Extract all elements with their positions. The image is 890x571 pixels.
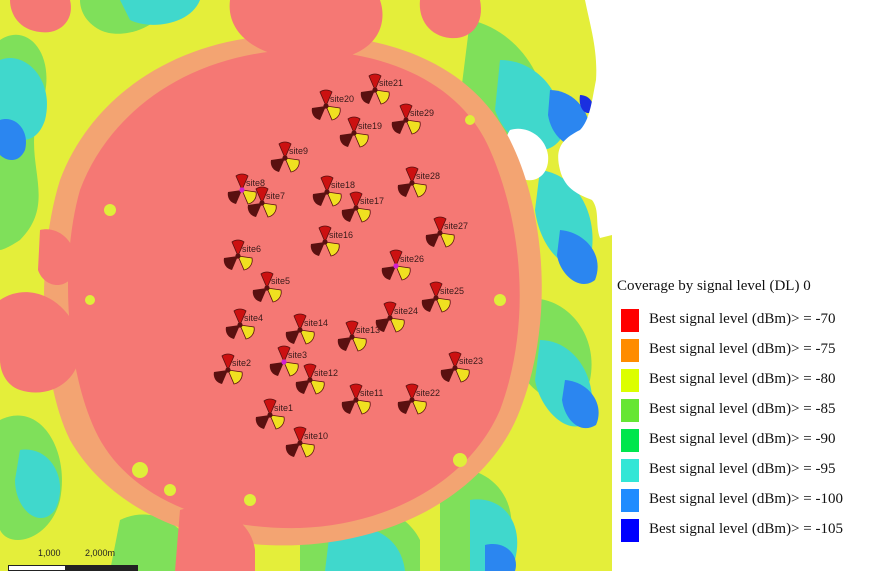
site-marker-site1[interactable]: site1 <box>255 398 293 430</box>
site-label: site23 <box>459 356 483 366</box>
site-label: site21 <box>379 78 403 88</box>
site-label: site17 <box>360 196 384 206</box>
site-marker-site18[interactable]: site18 <box>312 175 355 207</box>
site-label: site4 <box>244 313 263 323</box>
site-label: site7 <box>266 191 285 201</box>
coverage-main-blobs <box>0 0 481 571</box>
site-label: site9 <box>289 146 308 156</box>
legend-swatch <box>621 399 639 422</box>
site-marker-site22[interactable]: site22 <box>397 383 440 415</box>
legend-swatch <box>621 339 639 362</box>
legend-label: Best signal level (dBm)> = -95 <box>649 461 836 477</box>
site-label: site11 <box>360 388 383 398</box>
scale-segment <box>66 565 138 571</box>
legend-label: Best signal level (dBm)> = -75 <box>649 341 836 357</box>
site-label: site25 <box>440 286 464 296</box>
site-label: site6 <box>242 244 261 254</box>
site-marker-site29[interactable]: site29 <box>391 103 434 135</box>
site-label: site26 <box>400 254 424 264</box>
site-label: site19 <box>358 121 382 131</box>
site-label: site2 <box>232 358 251 368</box>
scale-segment <box>8 565 66 571</box>
legend-title: Coverage by signal level (DL) 0 <box>617 278 811 294</box>
coverage-speckles <box>85 115 506 506</box>
legend-swatch <box>621 459 639 482</box>
site-marker-site6[interactable]: site6 <box>223 239 261 271</box>
site-label: site16 <box>329 230 353 240</box>
site-markers-layer: site1 site2 site3 site4 site5 site6 site7site8… <box>213 73 483 458</box>
site-label: site14 <box>304 318 328 328</box>
site-marker-site12[interactable]: site12 <box>295 363 338 395</box>
legend-swatch <box>621 309 639 332</box>
legend-swatch <box>621 489 639 512</box>
site-marker-site24[interactable]: site24 <box>375 301 418 333</box>
site-label: site28 <box>416 171 440 181</box>
site-label: site18 <box>331 180 355 190</box>
site-label: site5 <box>271 276 290 286</box>
site-marker-site2[interactable]: site2 <box>213 353 251 385</box>
site-label: site10 <box>304 431 328 441</box>
site-marker-site26[interactable]: site26 <box>381 249 424 281</box>
site-label: site22 <box>416 388 440 398</box>
coverage-map[interactable]: site1 site2 site3 site4 site5 site6 site7 site8… <box>0 0 612 571</box>
site-marker-site9[interactable]: site9 <box>270 141 308 173</box>
legend-label: Best signal level (dBm)> = -70 <box>649 311 836 327</box>
legend-label: Best signal level (dBm)> = -100 <box>649 491 843 507</box>
site-label: site1 <box>274 403 293 413</box>
site-marker-site19[interactable]: site19 <box>339 116 382 148</box>
site-label: site24 <box>394 306 418 316</box>
site-label: site12 <box>314 368 338 378</box>
site-label: site3 <box>288 350 307 360</box>
site-label: site29 <box>410 108 434 118</box>
site-marker-site21[interactable]: site21 <box>360 73 403 105</box>
scale-bar: 1,000 2,000m <box>0 543 180 571</box>
site-marker-site20[interactable]: site20 <box>311 89 354 121</box>
site-marker-site8[interactable]: site8 <box>227 173 265 205</box>
site-label: site13 <box>356 325 380 335</box>
site-label: site27 <box>444 221 468 231</box>
site-marker-site5[interactable]: site5 <box>252 271 290 303</box>
site-marker-site11[interactable]: site11 <box>341 383 384 415</box>
coverage-blue-patches <box>0 90 599 571</box>
site-marker-site23[interactable]: site23 <box>440 351 483 383</box>
legend-swatch <box>621 369 639 392</box>
site-marker-site13[interactable]: site13 <box>337 320 380 352</box>
scale-tick-label: 2,000m <box>85 548 116 558</box>
legend-swatch <box>621 519 639 542</box>
legend-label: Best signal level (dBm)> = -85 <box>649 401 836 417</box>
legend-label: Best signal level (dBm)> = -105 <box>649 521 843 537</box>
site-marker-site10[interactable]: site10 <box>285 426 328 458</box>
site-marker-site27[interactable]: site27 <box>425 216 468 248</box>
site-marker-site17[interactable]: site17 <box>341 191 384 223</box>
site-marker-site7[interactable]: site7 <box>247 186 285 218</box>
site-marker-site16[interactable]: site16 <box>310 225 353 257</box>
legend: Coverage by signal level (DL) 0 Best sig… <box>613 278 890 571</box>
site-label: site8 <box>246 178 265 188</box>
site-label: site20 <box>330 94 354 104</box>
legend-label: Best signal level (dBm)> = -80 <box>649 371 836 387</box>
legend-label: Best signal level (dBm)> = -90 <box>649 431 836 447</box>
scale-tick-label: 1,000 <box>38 548 61 558</box>
legend-swatch <box>621 429 639 452</box>
site-marker-site3[interactable]: site3 <box>269 345 307 377</box>
coverage-map-canvas: site1 site2 site3 site4 site5 site6 site7site8… <box>0 0 612 571</box>
site-marker-site4[interactable]: site4 <box>225 308 263 340</box>
site-marker-site28[interactable]: site28 <box>397 166 440 198</box>
site-marker-site14[interactable]: site14 <box>285 313 328 345</box>
no-data-area <box>558 0 612 238</box>
site-marker-site25[interactable]: site25 <box>421 281 464 313</box>
